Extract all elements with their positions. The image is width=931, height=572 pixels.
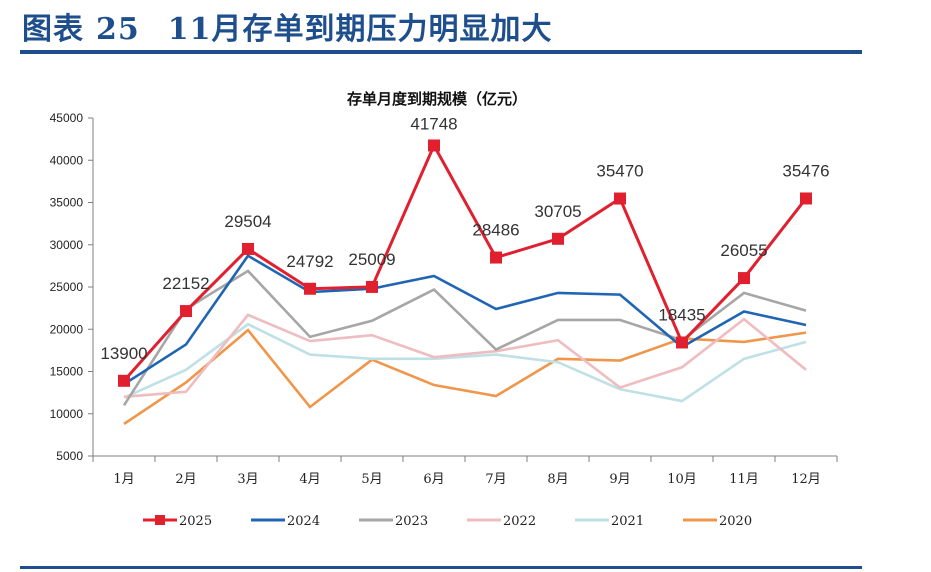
series-line-2025 (122, 142, 808, 382)
data-point-2025 (614, 192, 626, 205)
data-label: 35476 (782, 161, 829, 180)
y-tick-label: 30000 (50, 238, 84, 252)
x-tick-label: 9月 (609, 472, 630, 487)
data-label: 41748 (410, 114, 457, 133)
legend-label-2021: 2021 (611, 514, 644, 529)
y-tick-label: 35000 (50, 196, 84, 210)
legend-label-2024: 2024 (287, 514, 320, 529)
y-tick-label: 40000 (50, 153, 84, 167)
y-tick-label: 20000 (50, 322, 84, 336)
data-point-2025 (118, 374, 130, 387)
data-point-2025 (738, 272, 750, 285)
legend-label-2020: 2020 (719, 514, 752, 529)
series-line-2022 (123, 313, 807, 399)
x-tick-label: 3月 (237, 472, 258, 487)
y-tick-label: 5000 (56, 449, 83, 463)
chart-title: 存单月度到期规模（亿元） (347, 90, 527, 108)
figure-number: 25 (96, 12, 140, 47)
x-tick-label: 4月 (299, 472, 320, 487)
x-tick-label: 11月 (729, 472, 759, 487)
data-label: 24792 (286, 252, 333, 271)
legend-label-2023: 2023 (395, 514, 428, 529)
data-label: 18435 (658, 305, 705, 324)
x-tick-label: 12月 (791, 472, 821, 487)
x-tick-label: 10月 (667, 472, 697, 487)
series-line-2024 (123, 254, 807, 386)
figure-title: 图表 25 11月存单到期压力明显加大 (22, 4, 553, 48)
figure-label: 图表 (22, 12, 84, 47)
series-lines (118, 139, 812, 425)
data-point-2025 (304, 282, 316, 295)
figure-caption: 11月存单到期压力明显加大 (167, 12, 553, 47)
legend-label-2025: 2025 (179, 514, 212, 529)
data-point-2025 (180, 305, 192, 318)
legend: 2025 2024 2023 2022 2021 2020 (143, 514, 752, 529)
x-tick-label: 6月 (423, 472, 444, 487)
y-tick-label: 25000 (50, 280, 84, 294)
x-tick-label: 5月 (361, 472, 382, 487)
data-point-2025 (490, 251, 502, 264)
x-tick-label: 7月 (485, 472, 506, 487)
data-point-2025 (242, 242, 254, 255)
x-tick-label: 8月 (547, 472, 568, 487)
x-tick-label: 1月 (113, 472, 134, 487)
data-point-2025 (800, 192, 812, 205)
data-label: 22152 (162, 274, 209, 293)
y-tick-label: 10000 (50, 407, 84, 421)
data-label: 26055 (720, 241, 767, 260)
data-label: 13900 (100, 344, 147, 363)
x-tick-label: 2月 (175, 472, 196, 487)
y-tick-label: 15000 (50, 365, 84, 379)
data-label: 30705 (534, 202, 581, 221)
axes: 5000 10000 15000 20000 25000 30000 35000 40000 4… (50, 111, 838, 487)
bottom-divider (20, 566, 862, 569)
data-point-2025 (428, 139, 440, 152)
data-label: 29504 (224, 212, 271, 231)
top-divider (20, 50, 862, 54)
series-line-2020 (123, 328, 807, 425)
data-point-2025 (552, 232, 564, 245)
data-point-2025 (366, 280, 378, 293)
y-tick-label: 45000 (50, 111, 84, 125)
series-line-2021 (123, 322, 807, 403)
data-label: 25009 (348, 250, 395, 269)
data-label: 35470 (596, 162, 643, 181)
data-label: 28486 (472, 221, 519, 240)
data-point-2025 (676, 336, 688, 349)
data-labels: 13900 22152 29504 24792 25009 41748 28486 30705… (100, 114, 829, 362)
legend-label-2022: 2022 (503, 514, 536, 529)
legend-marker-2025 (155, 515, 165, 525)
